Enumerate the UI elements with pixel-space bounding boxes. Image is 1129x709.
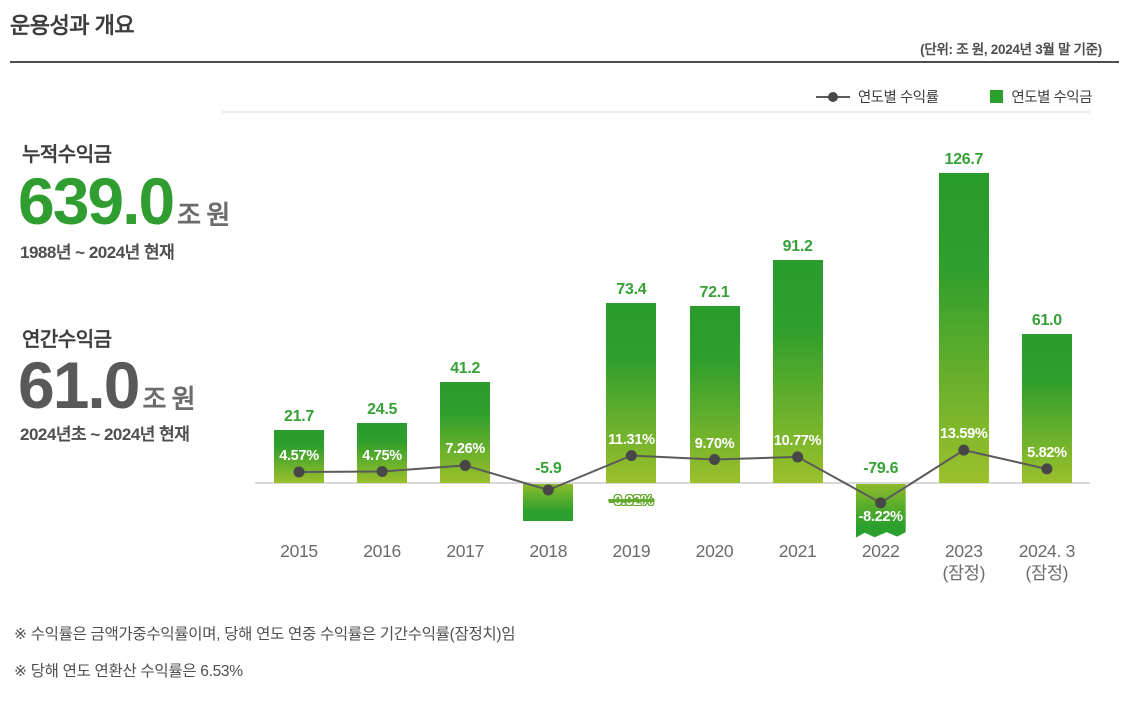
line-marker-icon: [815, 91, 850, 102]
cumulative-return-unit: 조 원: [177, 200, 230, 230]
x-axis-sublabel-2023: (잠정): [942, 562, 986, 583]
rate-label-2020: 9.70%: [694, 435, 735, 452]
rate-label-2019: 11.31%: [608, 431, 655, 448]
x-axis-label-2024.3: 2024. 3 (잠정): [1018, 541, 1076, 583]
footnote-2: ※ 당해 연도 연환산 수익률은 6.53%: [14, 663, 243, 680]
x-axis-label-2023: 2023 (잠정): [942, 541, 986, 583]
annual-return-label: 연간수익금: [22, 329, 112, 351]
bar-value-label-2020: 72.1: [699, 284, 730, 302]
x-axis-label-2017: 2017: [446, 541, 485, 561]
bar-2017: [440, 382, 491, 483]
page-title: 운용성과 개요: [10, 13, 135, 38]
annual-return-value-row: 61.0 조 원: [18, 348, 196, 422]
rate-label-2016: 4.75%: [362, 447, 402, 464]
cumulative-return-value-row: 639.0 조 원: [18, 164, 230, 238]
rate-label-2022: -8.22%: [858, 508, 903, 525]
x-axis-label-2018: 2018: [529, 541, 568, 561]
bar-value-label-2017: 41.2: [450, 360, 481, 378]
bar-2019: [606, 303, 657, 483]
chart-legend: 연도별 수익률 연도별 수익금: [815, 86, 1092, 107]
bar-value-label-2022: -79.6: [863, 460, 899, 477]
annual-return-period: 2024년초 ~ 2024년 현재: [20, 425, 190, 444]
legend-item-rate: 연도별 수익률: [815, 86, 939, 107]
green-square-icon: [990, 90, 1004, 103]
chart-top-border: [222, 111, 1090, 113]
rate-label-2015: 4.57%: [279, 447, 319, 464]
rate-label-2023: 13.59%: [940, 426, 988, 443]
legend-label-amount: 연도별 수익금: [1011, 90, 1092, 106]
bar-value-label-2019: 73.4: [616, 281, 647, 299]
bar-value-label-2024.3: 61.0: [1031, 311, 1062, 329]
x-axis-label-2022: 2022: [861, 541, 900, 561]
cumulative-return-label: 누적수익금: [22, 144, 112, 166]
title-divider: [10, 61, 1119, 63]
bar-value-label-2021: 91.2: [782, 237, 813, 255]
rate-label-2018: -0.92%: [609, 493, 654, 509]
bar-2018: [523, 484, 574, 521]
unit-note: (단위: 조 원, 2024년 3월 말 기준): [920, 42, 1102, 57]
rate-label-2024.3: 5.82%: [1027, 444, 1067, 461]
bar-value-label-2018: -5.9: [535, 460, 562, 477]
bar-2021: [772, 259, 823, 483]
x-axis-label-2016: 2016: [363, 541, 401, 561]
x-axis-label-2021: 2021: [778, 541, 817, 561]
x-axis-label-2015: 2015: [280, 541, 318, 561]
bar-2023: [938, 172, 989, 483]
x-axis-label-2020: 2020: [695, 541, 734, 561]
bar-value-label-2015: 21.7: [284, 407, 314, 425]
annual-return-unit: 조 원: [142, 384, 195, 414]
x-axis-sublabel-2024.3: (잠정): [1025, 562, 1069, 583]
cumulative-return-value: 639.0: [18, 164, 175, 238]
footnote-1: ※ 수익률은 금액가중수익률이며, 당해 연도 연중 수익률은 기간수익률(잠정…: [14, 626, 516, 643]
bar-2020: [689, 306, 740, 483]
bar-value-label-2016: 24.5: [367, 400, 398, 418]
legend-label-rate: 연도별 수익률: [857, 90, 939, 106]
x-axis-label-2019: 2019: [612, 541, 651, 561]
cumulative-return-period: 1988년 ~ 2024년 현재: [20, 243, 175, 262]
rate-label-2021: 10.77%: [773, 432, 822, 449]
legend-item-amount: 연도별 수익금: [990, 86, 1092, 107]
bar-value-label-2023: 126.7: [944, 150, 984, 168]
annual-return-value: 61.0: [18, 348, 140, 422]
rate-label-2017: 7.26%: [445, 441, 485, 458]
